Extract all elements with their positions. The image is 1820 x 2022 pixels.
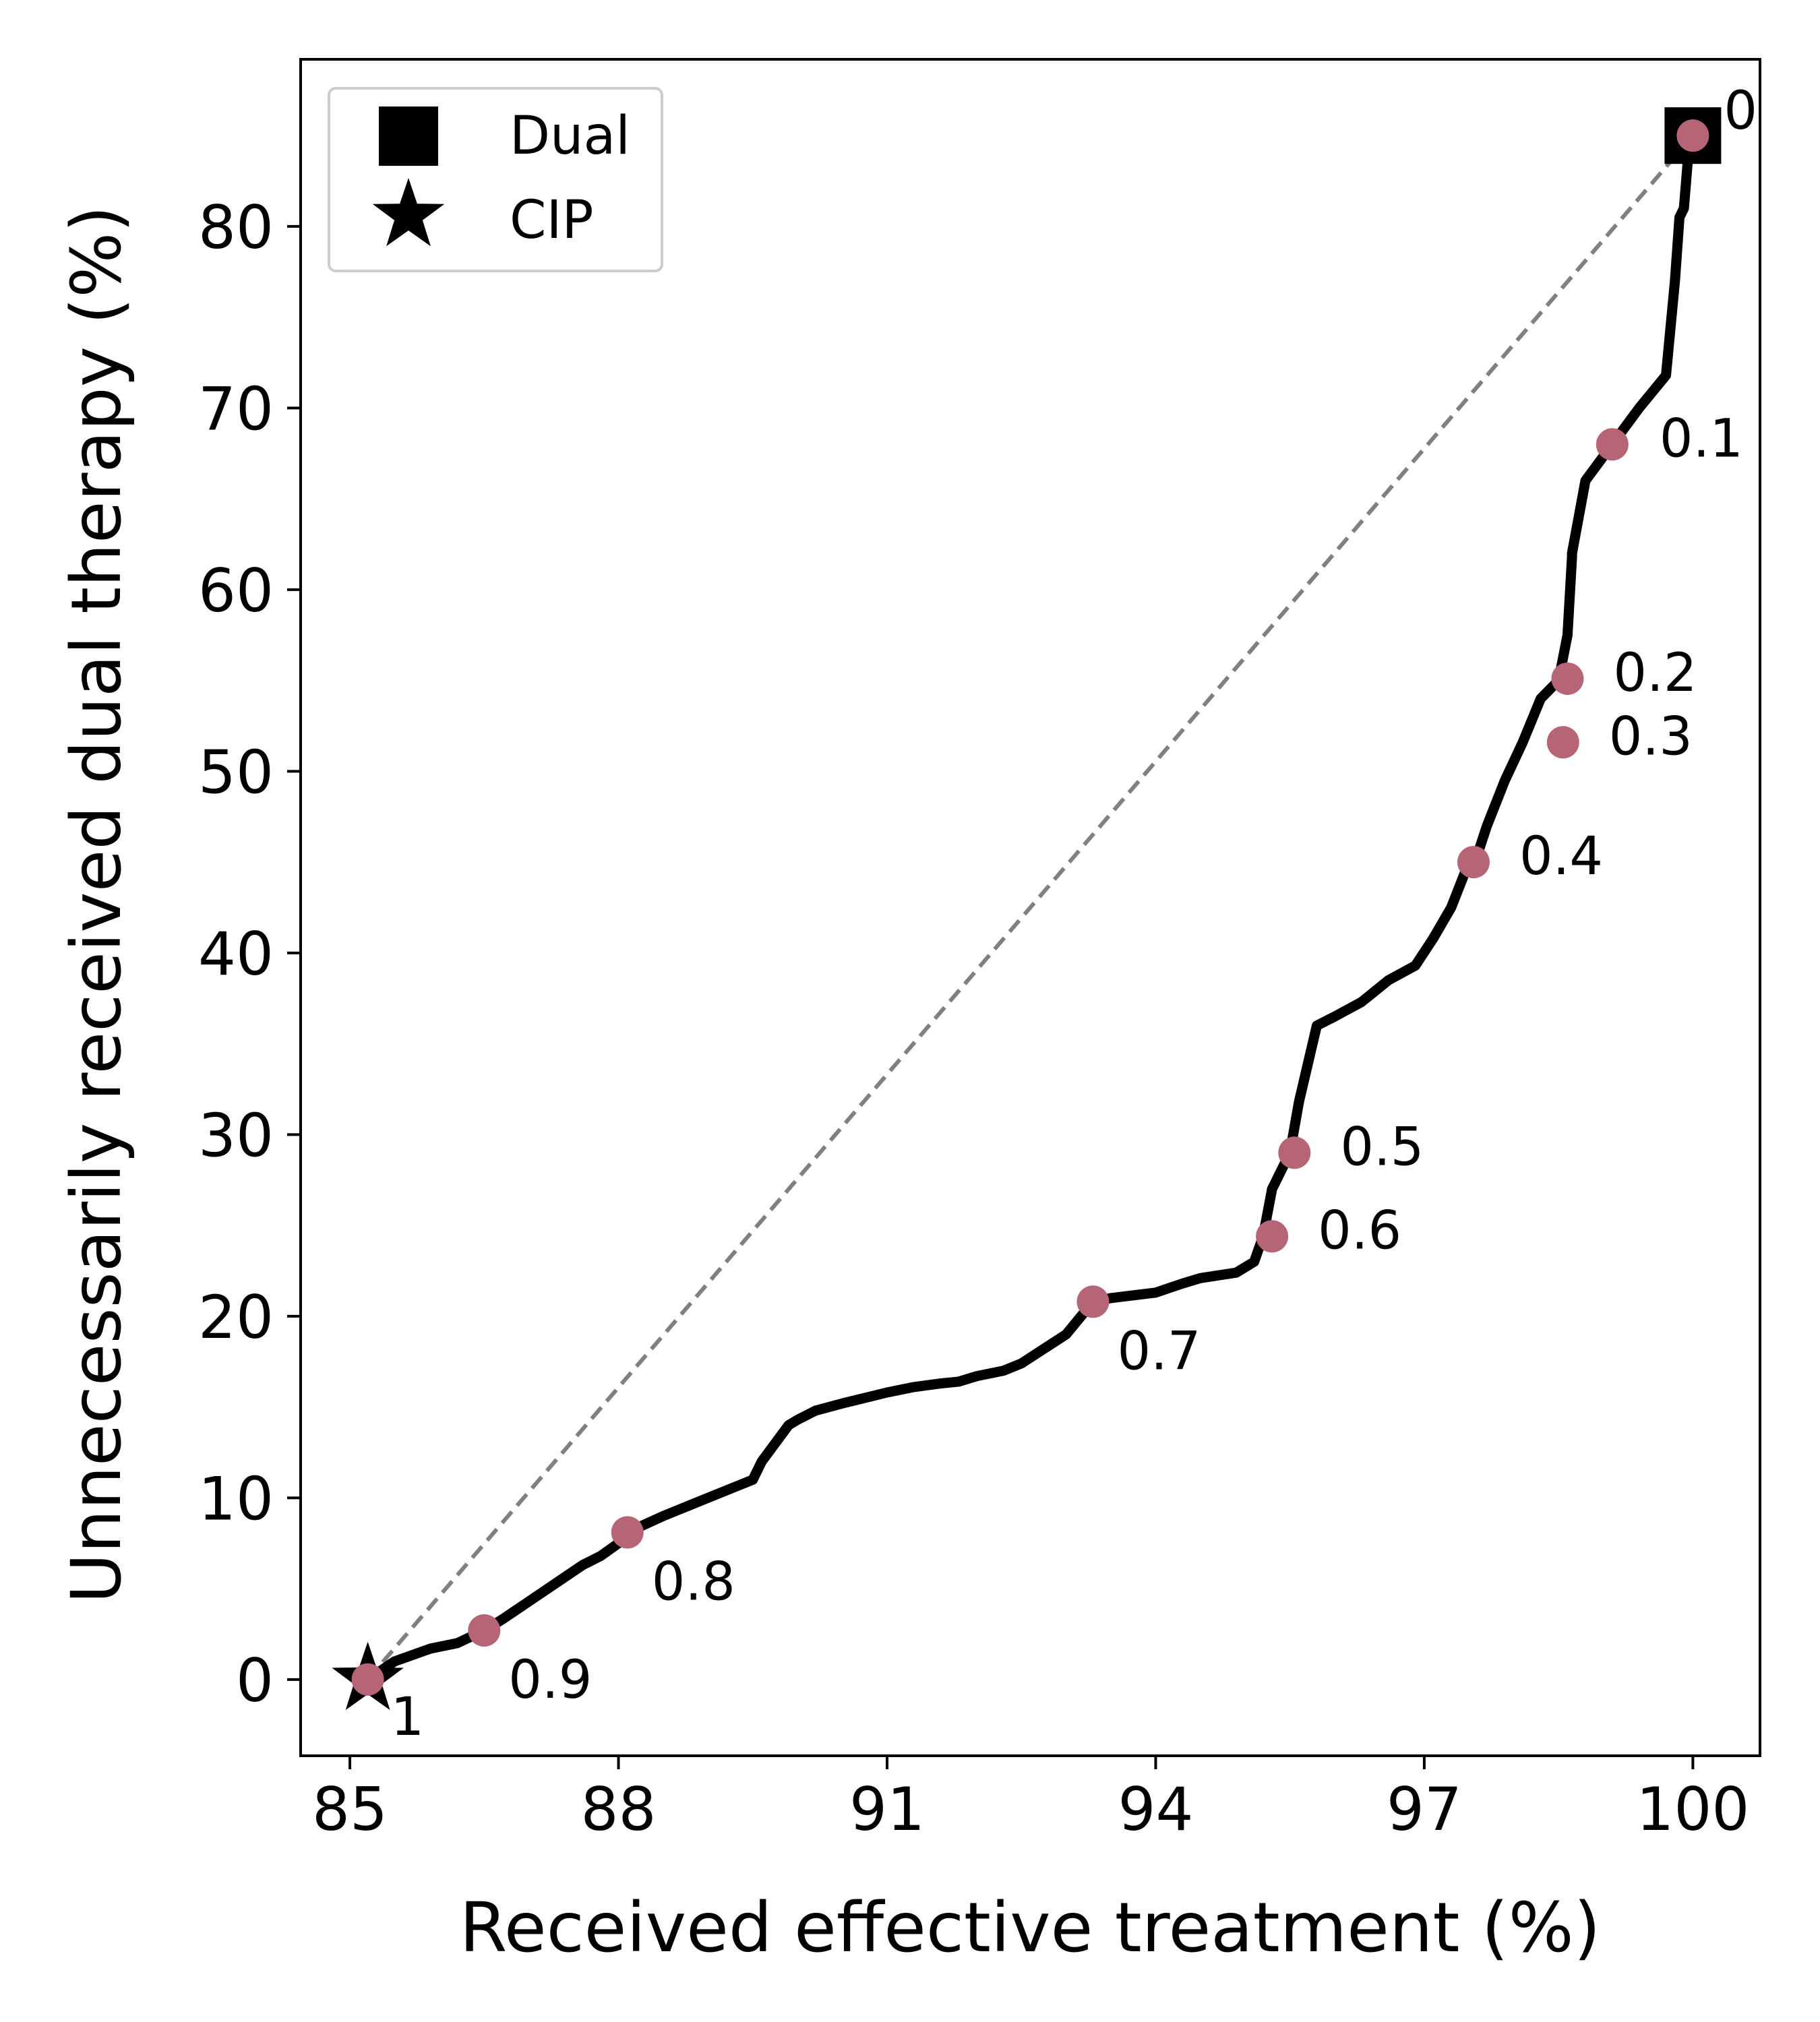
y-tick-label: 70 <box>198 374 274 443</box>
x-tick-label: 94 <box>1118 1775 1193 1844</box>
threshold-point <box>611 1516 644 1549</box>
threshold-point <box>1076 1285 1110 1318</box>
threshold-label: 1 <box>391 1687 425 1748</box>
diagonal-reference-line <box>366 134 1695 1681</box>
legend-label: CIP <box>510 190 594 251</box>
threshold-label: 0.1 <box>1660 408 1743 469</box>
threshold-point <box>1551 662 1584 695</box>
threshold-point <box>1676 119 1709 152</box>
threshold-label: 0.6 <box>1318 1200 1401 1261</box>
threshold-point <box>1596 428 1629 461</box>
x-axis-label: Received effective treatment (%) <box>460 1888 1601 1968</box>
plot-area: 0 0.1 0.20.30.4 0.5 0.6 0.7 0.8 0.9 185 88 91 94 97 1… <box>198 58 1761 1844</box>
y-tick-label: 30 <box>198 1101 274 1170</box>
threshold-point <box>468 1614 501 1647</box>
threshold-label: 0 <box>1724 81 1757 142</box>
threshold-label: 0.7 <box>1117 1321 1201 1382</box>
threshold-point <box>1546 726 1579 759</box>
threshold-point <box>1457 846 1490 879</box>
y-tick-label: 50 <box>198 737 274 807</box>
y-axis-label: Unnecessarily received dual therapy (%) <box>57 206 137 1603</box>
x-tick-label: 97 <box>1387 1775 1462 1844</box>
y-tick-label: 60 <box>198 556 274 625</box>
y-tick-label: 10 <box>198 1464 274 1533</box>
threshold-point <box>1256 1220 1289 1253</box>
y-tick-label: 40 <box>198 919 274 989</box>
threshold-label: 0.5 <box>1340 1117 1424 1177</box>
y-tick-label: 80 <box>198 193 274 262</box>
threshold-label: 0.4 <box>1519 826 1603 887</box>
y-tick-label: 20 <box>198 1283 274 1352</box>
x-tick-label: 85 <box>312 1775 388 1844</box>
threshold-label: 0.3 <box>1609 706 1693 767</box>
x-tick-label: 100 <box>1636 1775 1749 1844</box>
x-tick-label: 91 <box>849 1775 925 1844</box>
legend-label: Dual <box>510 106 630 166</box>
legend: Dual CIP <box>328 87 663 272</box>
legend-star-marker <box>372 178 445 247</box>
y-tick-label: 0 <box>236 1646 274 1715</box>
threshold-point <box>1278 1136 1311 1169</box>
threshold-label: 0.9 <box>508 1650 592 1711</box>
threshold-point <box>351 1663 384 1696</box>
x-tick-label: 88 <box>581 1775 657 1844</box>
threshold-label: 0.8 <box>652 1552 735 1613</box>
threshold-label: 0.2 <box>1613 643 1697 704</box>
legend-square-marker <box>379 106 438 166</box>
plot-frame <box>299 58 1761 1757</box>
